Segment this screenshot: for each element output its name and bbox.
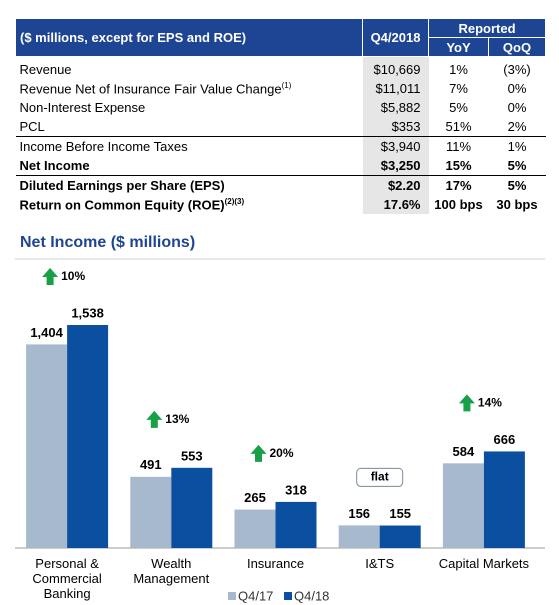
table-row: Revenue $10,669 1% (3%) [16,56,546,80]
value-label: 1,404 [30,325,63,340]
value-label: 1,538 [71,305,104,320]
bar [442,463,484,548]
table-cell: 51% [428,117,489,137]
bar [275,501,317,548]
legend-swatch [284,592,292,600]
table-cell: $5,882 [362,98,429,117]
row-label-cell: Net Income [15,156,363,176]
row-label-cell: PCL [15,117,363,137]
growth-arrow [458,394,475,412]
row-label: Income Before Income Taxes [19,139,188,154]
value-label: 666 [494,432,516,447]
table-cell: 0% [507,81,527,96]
growth-arrow [146,410,163,428]
table-cell: 5% [507,178,527,193]
legend-swatch [228,592,236,600]
row-label-cell: Revenue Net of Insurance Fair Value Chan… [16,79,363,98]
growth-label: 20% [270,446,294,460]
table-cell: 30 bps [496,197,538,212]
table-cell: $11,011 [362,79,429,98]
x-tick-label: Insurance [246,556,305,571]
table-body: Revenue $10,669 1% (3%) Revenue Net of Insur… [15,56,546,214]
bar [171,467,213,548]
footnote-ref: (1) [281,80,292,90]
header-period: Q4/2018 [362,18,429,57]
legend-label: Q4/17 [238,588,273,603]
table-row: Non-Interest Expense $5,882 5% 0% [16,98,546,117]
bar [130,476,172,548]
row-label: Diluted Earnings per Share (EPS) [19,178,225,193]
bar [234,509,276,548]
table-row: Net Income $3,250 15% 5% [15,156,546,176]
row-label: Revenue [19,62,72,77]
annotation-label: flat [371,470,389,484]
table-cell: 1% [449,62,468,77]
header-column: QoQ [488,37,546,57]
table-cell: $353 [362,117,429,137]
value-label: 265 [244,490,266,505]
x-tick-label: Wealth Management [133,556,210,586]
header-group: Reported [428,18,546,38]
value-label: 584 [453,444,475,459]
row-label: Revenue Net of Insurance Fair Value Chan… [19,81,282,97]
row-label: Net Income [19,158,90,173]
table-cell: 1% [507,139,527,154]
table-row: Revenue Net of Insurance Fair Value Chan… [16,79,546,98]
table-cell: $10,669 [362,56,429,79]
bar [67,325,109,548]
value-label: 553 [181,448,203,463]
table-cell: 5% [449,100,468,115]
value-label: 156 [348,506,370,521]
table-cell: 17.6% [362,195,429,214]
table-cell: 0% [507,100,527,115]
row-label: Non-Interest Expense [19,100,146,115]
value-label: 155 [389,506,411,521]
table-cell: $2.20 [362,175,429,195]
table-cell: 17% [445,178,472,193]
row-label-cell: Return on Common Equity (ROE)(2)(3) [16,195,363,214]
row-label-cell: Income Before Income Taxes [16,137,363,157]
bar [338,525,380,548]
row-label-cell: Non-Interest Expense [16,98,363,117]
table-row: PCL $353 51% 2% [15,117,546,137]
row-label: Return on Common Equity (ROE) [19,197,225,213]
table-row: Return on Common Equity (ROE)(2)(3) 17.6%… [16,195,546,214]
x-tick-label: Personal & Commercial Banking [32,556,102,601]
row-label-cell: Diluted Earnings per Share (EPS) [16,176,363,196]
table-cell: 5% [488,156,546,176]
table-cell: 11% [445,139,472,154]
annotation-box [356,467,404,487]
row-label-cell: Revenue [16,57,363,80]
bar [26,344,68,548]
footnote-ref: (2)(3) [224,196,245,206]
growth-label: 14% [478,396,502,410]
chart-title: Net Income ($ millions) [20,234,195,251]
growth-label: 10% [61,269,85,283]
table-cell: 100 bps [434,197,483,212]
table-cell: 2% [488,117,546,137]
value-label: 491 [140,457,162,472]
growth-arrow [42,268,59,285]
row-label: PCL [19,119,45,134]
growth-label: 13% [165,412,189,426]
bar [379,525,421,548]
legend-label: Q4/18 [294,588,329,603]
table-cell: $3,940 [362,136,429,156]
growth-arrow [250,444,267,462]
table-row: Diluted Earnings per Share (EPS) $2.20 17%… [16,175,546,196]
table-cell: $3,250 [362,156,429,176]
table-cell: 15% [428,156,489,176]
results-table: ($ millions, except for EPS and ROE) Q4/… [15,18,546,214]
header-column: YoY [428,37,489,57]
table-row: Income Before Income Taxes $3,940 11% 1% [16,136,546,157]
value-label: 318 [285,482,307,497]
x-tick-label: I&TS [365,556,395,571]
bar [483,451,525,548]
table-cell: 7% [449,81,468,96]
x-tick-label: Capital Markets [438,556,530,571]
header-label: ($ millions, except for EPS and ROE) [15,18,363,57]
table-cell: (3%) [503,62,531,77]
